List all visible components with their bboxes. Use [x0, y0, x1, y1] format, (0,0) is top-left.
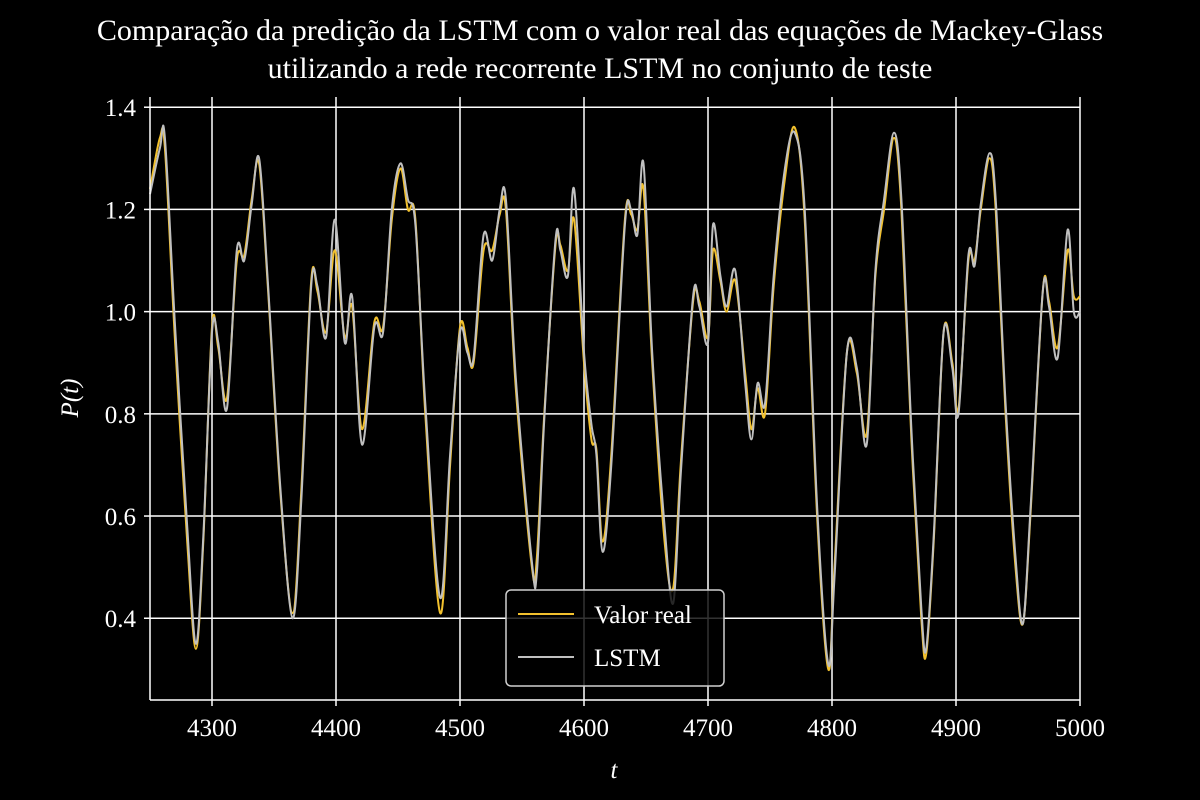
chart-title-line-2: utilizando a rede recorrente LSTM no con…: [268, 52, 933, 85]
x-tick-label-4300: 4300: [187, 715, 237, 742]
x-tick-label-4500: 4500: [435, 715, 485, 742]
y-axis-label: P(t): [57, 379, 84, 419]
x-tick-label-4600: 4600: [559, 715, 609, 742]
y-tick-label-1.2: 1.2: [105, 197, 136, 224]
x-tick-label-4400: 4400: [311, 715, 361, 742]
x-tick-label-5000: 5000: [1055, 715, 1105, 742]
x-tick-label-4900: 4900: [931, 715, 981, 742]
chart-title-line-1: Comparação da predição da LSTM com o val…: [97, 14, 1103, 47]
x-tick-label-4800: 4800: [807, 715, 857, 742]
y-tick-label-0.6: 0.6: [105, 504, 136, 531]
legend: Valor real LSTM: [505, 589, 725, 687]
series-line-lstm: [149, 124, 1081, 668]
y-tick-label-1.0: 1.0: [105, 300, 136, 327]
y-tick-label-0.8: 0.8: [105, 402, 136, 429]
legend-label-lstm: LSTM: [594, 645, 661, 672]
series-layer: [149, 124, 1081, 672]
legend-label-valor-real: Valor real: [594, 602, 692, 629]
y-tick-label-0.4: 0.4: [105, 606, 137, 633]
x-tick-label-4700: 4700: [683, 715, 733, 742]
y-axis-ticks: 0.4 0.6 0.8 1.0 1.2 1.4: [105, 95, 150, 633]
x-axis-label: t: [611, 757, 619, 784]
x-axis-ticks: 4300 4400 4500 4600 4700 4800 4900 5000: [187, 700, 1105, 742]
y-tick-label-1.4: 1.4: [105, 95, 137, 122]
